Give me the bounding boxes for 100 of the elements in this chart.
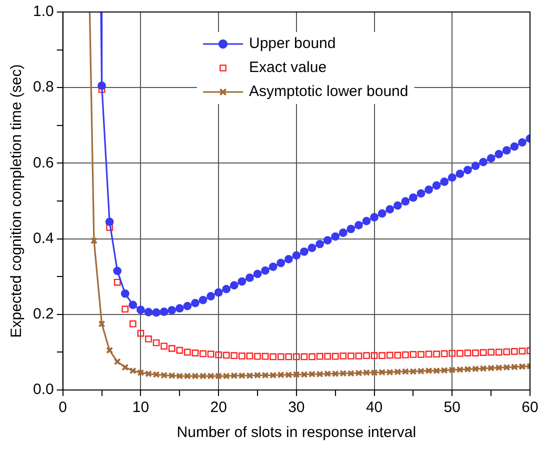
x-axis-title: Number of slots in response interval (176, 424, 416, 442)
point (184, 348, 191, 356)
point (346, 224, 356, 234)
point (472, 365, 480, 372)
point (511, 348, 518, 355)
point (176, 346, 184, 354)
point (293, 353, 300, 360)
point (215, 351, 222, 358)
point (168, 372, 176, 380)
point (192, 372, 199, 380)
point (433, 350, 440, 358)
point (410, 351, 417, 358)
point (300, 247, 308, 256)
point (230, 352, 238, 360)
point (262, 372, 269, 379)
point (456, 366, 464, 374)
point (98, 82, 106, 90)
x-tick-label: 40 (366, 399, 383, 416)
point (114, 358, 121, 366)
point (448, 173, 456, 182)
point (448, 366, 456, 374)
point (184, 372, 191, 380)
point (207, 372, 214, 380)
point (316, 370, 324, 378)
point (284, 255, 293, 264)
point (308, 370, 316, 378)
point (292, 251, 301, 260)
point (518, 138, 526, 147)
point (362, 369, 370, 376)
legend-label: Exact value (248, 59, 327, 76)
point (230, 372, 238, 380)
point (145, 336, 152, 342)
point (503, 348, 510, 356)
point (144, 308, 153, 316)
point (191, 298, 200, 308)
y-tick-label: 0.0 (32, 381, 54, 398)
point (471, 162, 480, 170)
point (424, 185, 433, 194)
point (90, 237, 98, 244)
point (316, 240, 324, 248)
point (464, 366, 472, 373)
point (238, 352, 246, 360)
point (354, 220, 363, 230)
point (160, 342, 168, 350)
point (277, 371, 284, 378)
point (480, 364, 487, 372)
point (394, 368, 402, 376)
point (331, 232, 340, 241)
point (518, 363, 526, 370)
point (160, 372, 168, 379)
point (488, 364, 495, 372)
point (215, 372, 222, 380)
point (122, 364, 129, 371)
x-tick-label: 10 (132, 399, 150, 416)
point (238, 277, 246, 286)
point (199, 372, 207, 380)
point (362, 216, 371, 226)
point (316, 352, 324, 360)
point (370, 369, 378, 376)
point (152, 339, 160, 346)
point (464, 166, 472, 174)
point (113, 266, 122, 276)
y-tick-label: 0.4 (32, 230, 54, 247)
legend-label: Asymptotic lower bound (248, 83, 408, 100)
point (230, 281, 238, 290)
point (324, 370, 332, 378)
point (401, 197, 410, 206)
point (254, 372, 262, 379)
point (137, 330, 144, 337)
point (175, 304, 184, 313)
x-tick-label: 0 (58, 399, 68, 416)
point (425, 350, 432, 358)
point (363, 352, 370, 360)
point (137, 369, 144, 376)
point (486, 154, 496, 162)
point (378, 368, 386, 376)
point (106, 346, 114, 354)
point (277, 353, 284, 360)
point (136, 306, 145, 314)
point (262, 352, 269, 360)
point (370, 352, 378, 360)
point (222, 372, 230, 380)
point (417, 368, 425, 375)
point (198, 296, 208, 304)
point (510, 142, 519, 151)
point (393, 201, 402, 210)
point (340, 352, 347, 360)
point (494, 150, 504, 158)
point (323, 236, 332, 245)
point (98, 320, 106, 328)
point (433, 367, 440, 374)
point (120, 289, 130, 298)
point (495, 348, 502, 356)
point (183, 302, 192, 310)
point (254, 352, 261, 360)
point (168, 306, 176, 314)
point (386, 205, 394, 214)
x-tick-label: 50 (444, 399, 460, 416)
point (261, 266, 270, 275)
point (106, 224, 113, 231)
